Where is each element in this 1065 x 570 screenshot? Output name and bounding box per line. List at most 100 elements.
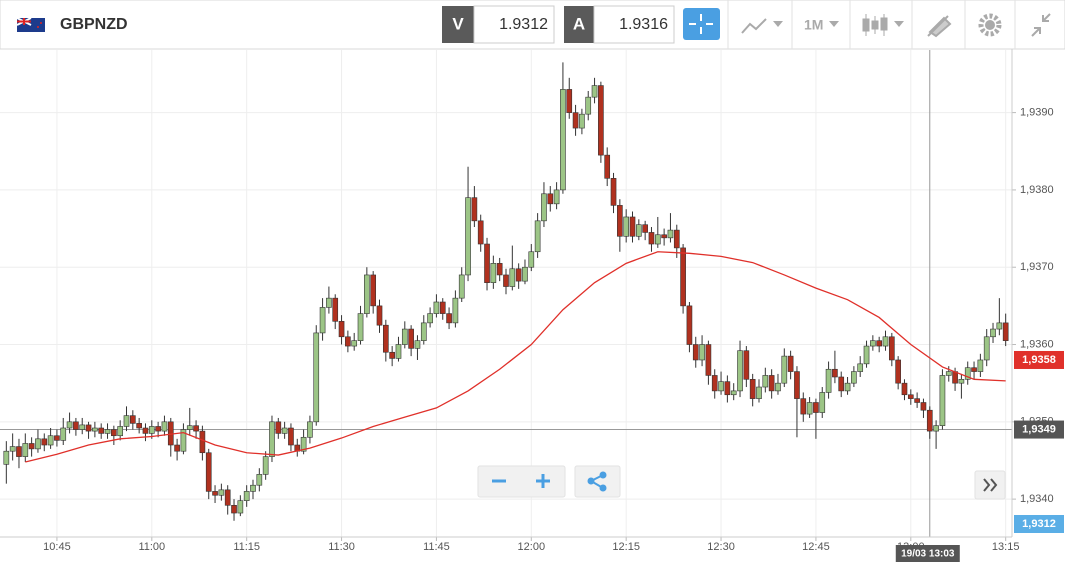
candle-body — [477, 220, 484, 245]
y-tick-label: 1,9340 — [1020, 493, 1054, 505]
candle-body — [971, 367, 977, 372]
candle-body — [629, 216, 636, 237]
candle-body — [882, 336, 889, 347]
candle-body — [547, 193, 554, 205]
candle-body — [484, 243, 490, 283]
candle-body — [35, 438, 41, 450]
candle-body — [231, 505, 237, 514]
bid-box[interactable] — [473, 5, 555, 44]
candle-body — [787, 355, 794, 372]
candle-body — [345, 336, 351, 347]
x-tick-label: 12:15 — [612, 541, 640, 553]
candle-body — [534, 220, 541, 253]
candle-body — [762, 375, 769, 388]
candle-body — [990, 328, 996, 338]
candle-body — [718, 381, 724, 392]
candle-body — [218, 489, 225, 496]
candle-body — [471, 197, 478, 222]
candle-body — [711, 375, 718, 392]
candle-body — [964, 367, 971, 380]
candle-body — [205, 452, 212, 492]
candle-body — [768, 375, 775, 392]
candle-body — [661, 234, 667, 239]
candle-body — [673, 229, 680, 249]
candle-body — [623, 216, 630, 237]
candle-body — [926, 409, 933, 432]
collapse-icon[interactable] — [1031, 13, 1051, 37]
candle-body — [326, 297, 332, 308]
chart-type-icon[interactable] — [862, 14, 888, 36]
candle-body — [3, 450, 10, 465]
candle-body — [307, 421, 313, 438]
candle-body — [111, 429, 117, 437]
candle-body — [977, 359, 984, 372]
candle-body — [781, 355, 788, 384]
timeframe[interactable]: 1M — [804, 17, 823, 33]
candle-body — [490, 263, 497, 283]
candle-body — [79, 424, 86, 430]
candle-body — [895, 359, 901, 384]
candle-body — [262, 456, 269, 475]
candle-body — [749, 379, 756, 399]
bid-price: 1.9312 — [499, 16, 548, 33]
candle-body — [439, 301, 446, 314]
candle-body — [579, 113, 585, 129]
x-tick-label: 11:30 — [328, 541, 355, 553]
candle-body — [338, 321, 345, 338]
zoom-in-button[interactable] — [536, 474, 550, 488]
crosshair-icon — [689, 14, 713, 34]
candle-body — [541, 193, 547, 222]
candle-body — [256, 474, 263, 486]
candle-body — [54, 435, 60, 441]
crosshair-button[interactable] — [683, 8, 720, 40]
candle-body — [300, 436, 307, 452]
candle-body — [243, 491, 250, 501]
ask-box[interactable] — [593, 5, 675, 44]
candle-body — [420, 322, 427, 341]
candle-body — [635, 224, 642, 237]
candle-body — [604, 154, 611, 179]
candle-body — [389, 351, 395, 359]
share-button[interactable] — [574, 465, 621, 498]
settings-icon[interactable] — [978, 13, 1002, 37]
candle-body — [528, 251, 535, 268]
y-tick-label: 1,9390 — [1020, 107, 1054, 119]
indicator-icon[interactable] — [741, 18, 767, 34]
candle-body — [313, 332, 320, 423]
candle-body — [756, 386, 762, 399]
ask-tag-box[interactable] — [564, 6, 594, 43]
candle-body — [737, 350, 743, 392]
candle-body — [794, 371, 800, 399]
ma-price-label: 1,9358 — [1022, 354, 1056, 366]
candle-body — [743, 350, 750, 380]
candle-body — [142, 427, 149, 434]
candle-body — [553, 189, 560, 205]
x-tick-label: 11:15 — [233, 541, 260, 553]
x-tick-label: 11:00 — [138, 541, 165, 553]
bid-tag-box[interactable] — [442, 6, 474, 43]
candle-body — [427, 313, 433, 324]
candle-body — [41, 438, 48, 446]
crosshair-price-label: 1,9349 — [1022, 423, 1056, 435]
candle-body — [117, 426, 124, 437]
draw-icon[interactable] — [927, 15, 952, 38]
candle-body — [28, 443, 35, 450]
candle-body — [610, 178, 617, 206]
candle-body — [813, 402, 819, 413]
candle-body — [686, 305, 693, 345]
candle-body — [224, 489, 231, 506]
flag — [16, 17, 45, 32]
candle-body — [617, 205, 623, 237]
candle-body — [85, 424, 92, 432]
candle-body — [446, 313, 452, 324]
candle-body — [129, 415, 136, 424]
candle-body — [148, 426, 155, 434]
candle-body — [47, 435, 54, 446]
candle-body — [288, 427, 294, 446]
candle-body — [414, 340, 421, 349]
candle-body — [408, 328, 414, 349]
x-tick-label: 12:45 — [802, 541, 830, 553]
symbol: GBPNZD — [60, 16, 128, 33]
candle-body — [572, 112, 579, 129]
